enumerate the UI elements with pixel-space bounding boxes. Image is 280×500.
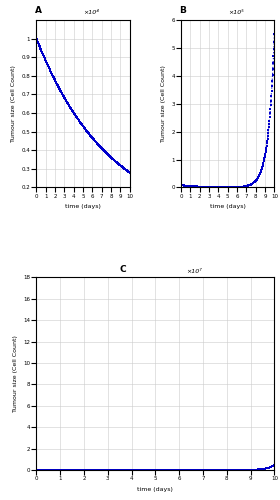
Text: C: C xyxy=(120,264,126,274)
Text: ×10⁵: ×10⁵ xyxy=(228,10,244,15)
X-axis label: time (days): time (days) xyxy=(210,204,246,209)
Text: ×10⁷: ×10⁷ xyxy=(186,268,202,274)
Y-axis label: Tumour size (Cell Count): Tumour size (Cell Count) xyxy=(11,66,16,142)
X-axis label: time (days): time (days) xyxy=(137,487,173,492)
Text: ×10⁴: ×10⁴ xyxy=(83,10,99,15)
Text: B: B xyxy=(179,6,186,15)
Y-axis label: Tumour size (Cell Count): Tumour size (Cell Count) xyxy=(13,336,18,412)
Text: A: A xyxy=(34,6,41,15)
X-axis label: time (days): time (days) xyxy=(65,204,101,209)
Y-axis label: Tumour size (Cell Count): Tumour size (Cell Count) xyxy=(161,66,166,142)
